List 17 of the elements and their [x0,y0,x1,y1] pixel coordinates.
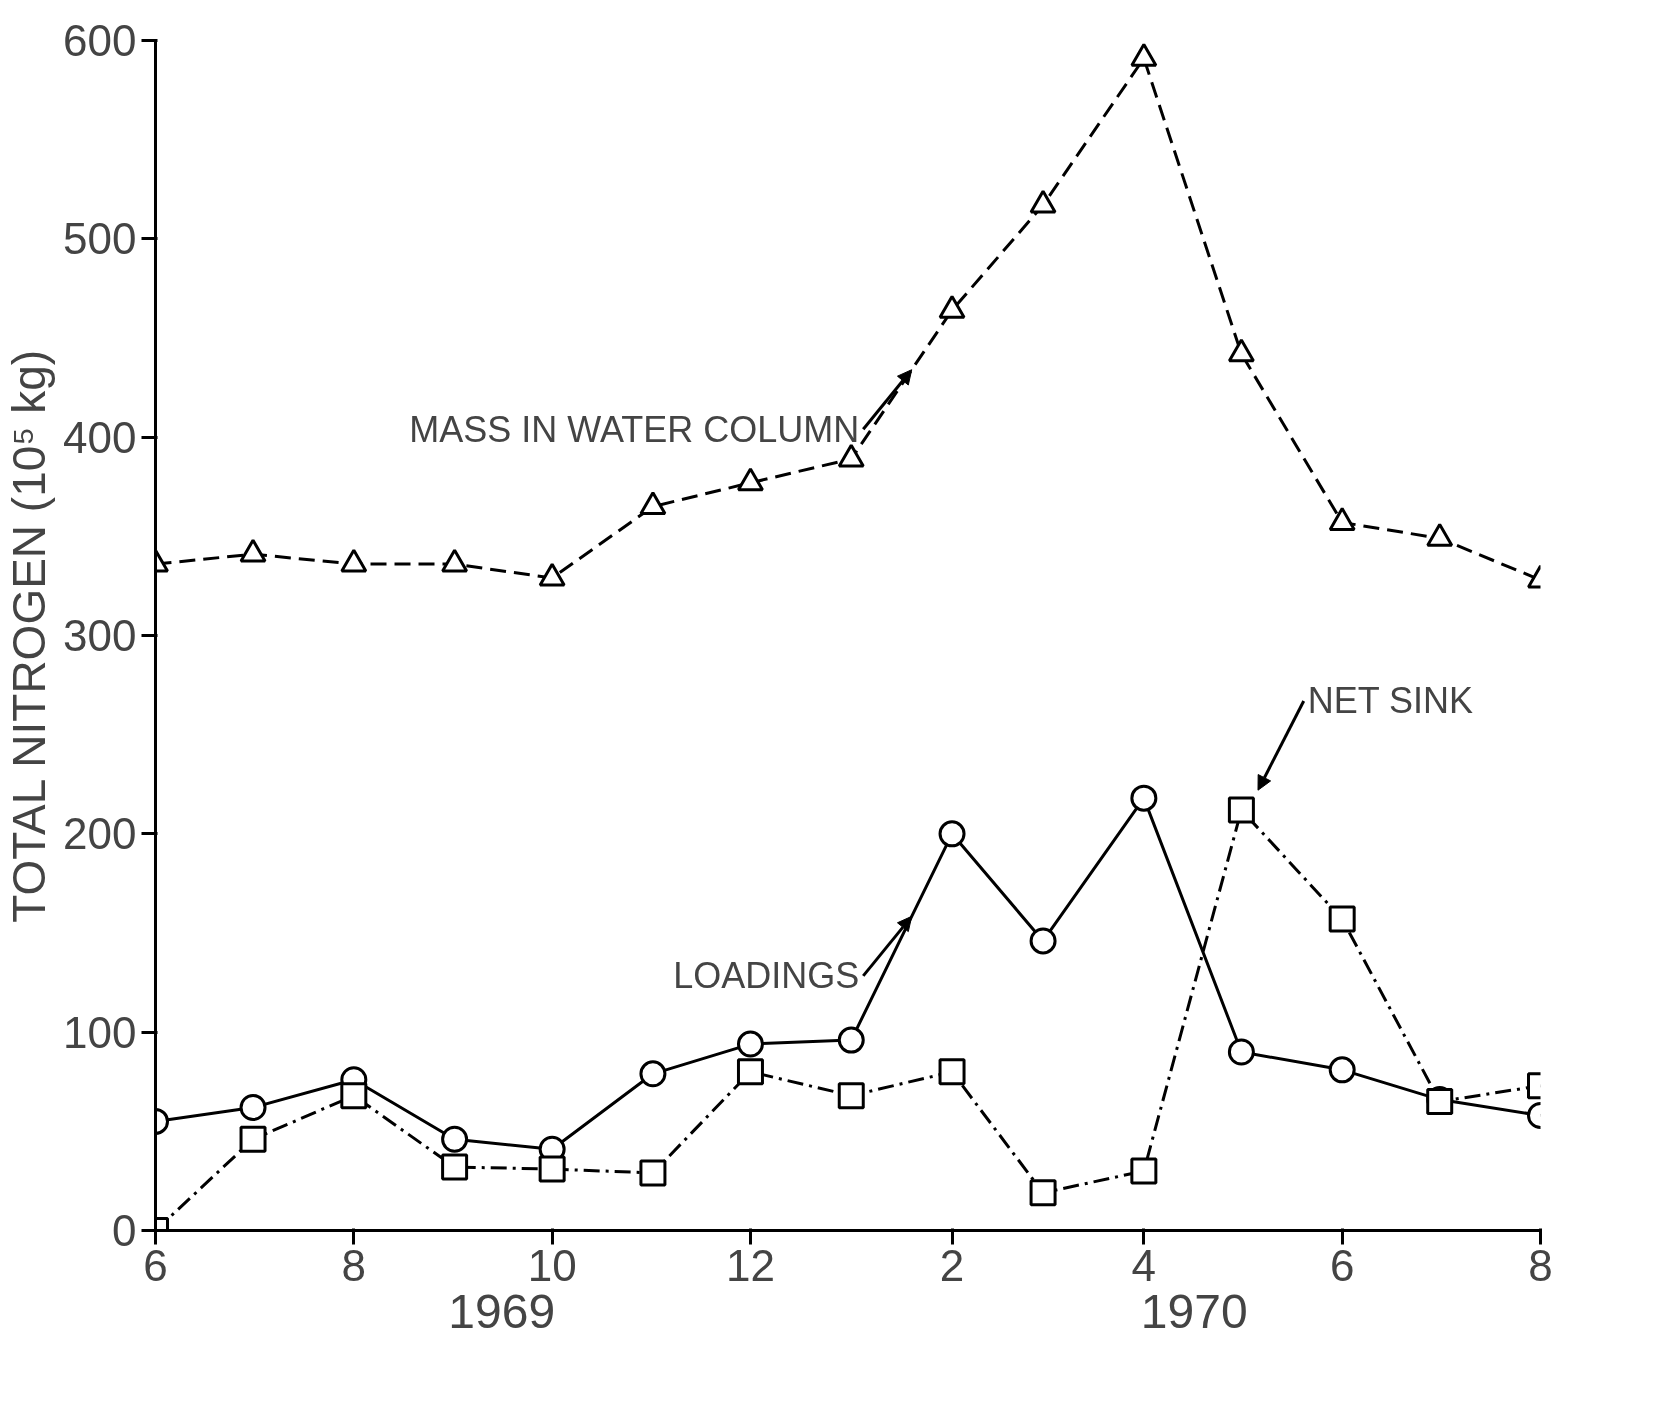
y-tick-label: 600 [63,16,137,65]
y-tick-label: 0 [112,1206,137,1255]
x-tick-label: 8 [341,1240,367,1290]
series-label: MASS IN WATER COLUMN [409,408,860,450]
x-tick-label: 6 [1329,1240,1355,1290]
y-tick-label: 100 [63,1007,137,1057]
y-tick-label: 400 [63,412,137,462]
text: NET SINK [1307,680,1474,722]
x-tick-label: 8 [1528,1240,1553,1290]
y-tick-label: 500 [63,214,137,264]
y-tick-label: 200 [63,809,137,859]
y-axis-title: TOTAL NITROGEN (10⁵ kg) [3,349,56,923]
x-tick-label: 6 [143,1240,168,1290]
x-tick-label: 12 [725,1240,775,1290]
series-label: LOADINGS [673,955,860,997]
x-tick-label: 2 [939,1240,965,1290]
y-tick-label: 300 [63,611,137,660]
